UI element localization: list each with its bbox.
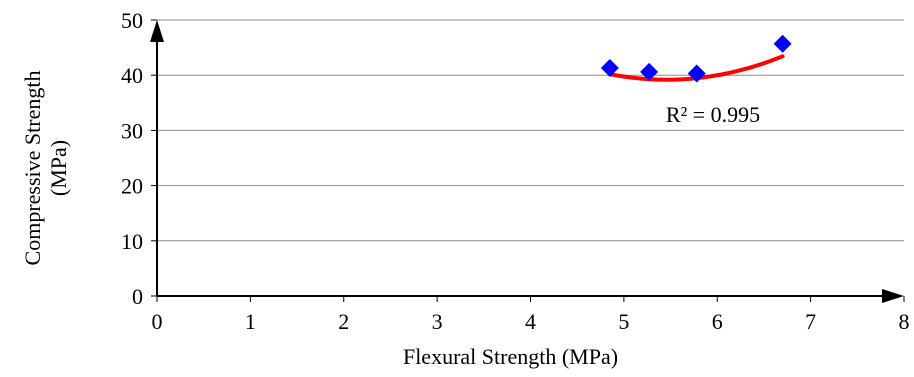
x-axis-arrow [882, 289, 904, 303]
x-axis-title: Flexural Strength (MPa) [403, 344, 618, 369]
x-tick-label-2: 2 [338, 309, 349, 334]
y-tick-labels: 0 10 20 30 40 50 [121, 8, 157, 309]
y-tick-label-30: 30 [121, 118, 143, 143]
y-tick-label-20: 20 [121, 174, 143, 199]
x-tick-label-8: 8 [899, 309, 910, 334]
x-tick-label-6: 6 [712, 309, 723, 334]
x-tick-label-1: 1 [245, 309, 256, 334]
data-point-2 [640, 62, 659, 81]
y-axis-arrow [150, 20, 164, 42]
annotations: R² = 0.995 [666, 102, 760, 127]
axes [150, 20, 904, 303]
y-axis-title-line-2: (MPa) [46, 140, 71, 196]
x-tick-labels: 0 1 2 3 4 5 6 7 8 [152, 296, 910, 334]
x-tick-label-7: 7 [805, 309, 816, 334]
data-point-1 [600, 59, 619, 78]
grid-lines [157, 19, 904, 242]
y-axis-title: Compressive Strength(MPa) [20, 71, 71, 266]
x-tick-label-4: 4 [525, 309, 536, 334]
y-axis-title-line-1: Compressive Strength [20, 71, 45, 266]
x-tick-label-0: 0 [152, 309, 163, 334]
data-points [600, 34, 792, 83]
y-tick-label-10: 10 [121, 229, 143, 254]
data-point-3 [687, 64, 706, 83]
y-tick-label-0: 0 [132, 284, 143, 309]
data-point-4 [773, 34, 792, 53]
y-tick-label-40: 40 [121, 63, 143, 88]
r-squared-label: R² = 0.995 [666, 102, 760, 127]
x-tick-label-5: 5 [618, 309, 629, 334]
y-tick-label-50: 50 [121, 8, 143, 33]
x-tick-label-3: 3 [432, 309, 443, 334]
